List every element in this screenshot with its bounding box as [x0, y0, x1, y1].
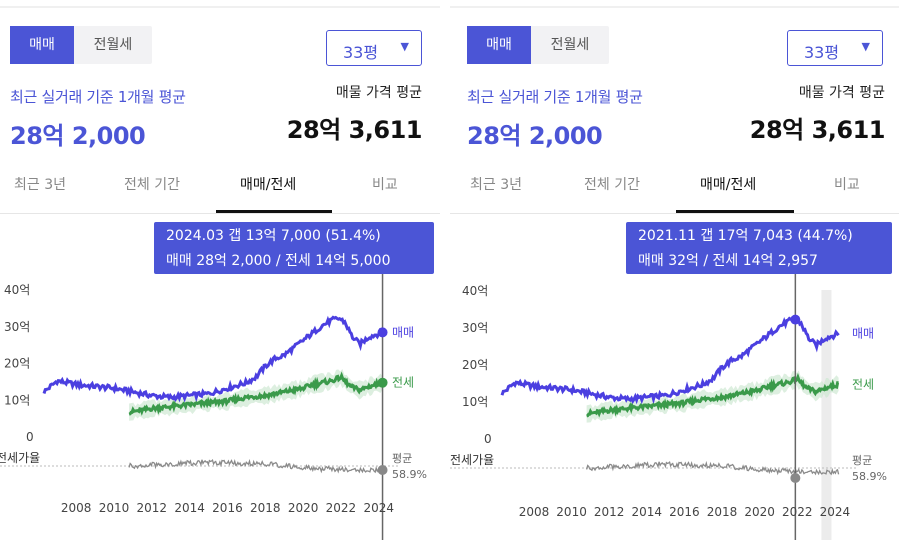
- rent-series-line: [128, 371, 384, 416]
- sale-marker-dot: [377, 327, 388, 338]
- rent-series-label: 전세: [852, 377, 874, 391]
- asking-price-label: 매물 가격 평균: [798, 85, 885, 101]
- y-tick-label: 20억: [4, 357, 30, 371]
- summary-price: 28억 2,000: [467, 122, 603, 150]
- ratio-average-label: 평균: [392, 452, 412, 465]
- range-highlight: [821, 290, 832, 540]
- chevron-down-icon: ▼: [400, 40, 409, 53]
- tab-all-period[interactable]: 전체 기간: [584, 177, 640, 193]
- tab-sale-rent[interactable]: 매매/전세: [240, 177, 297, 193]
- y-tick-label: 10억: [462, 395, 488, 409]
- summary-label: 최근 실거래 기준 1개월 평균: [10, 88, 186, 106]
- rent-range-band: [586, 370, 839, 423]
- asking-price-label: 매물 가격 평균: [335, 85, 422, 101]
- area-select-value: 33평: [343, 43, 379, 62]
- toggle-rent-button[interactable]: 전월세: [93, 37, 133, 53]
- x-tick-label: 2020: [744, 505, 775, 519]
- period-tabs: 최근 3년 전체 기간 매매/전세 비교: [450, 160, 899, 214]
- tab-compare[interactable]: 비교: [372, 177, 398, 193]
- sale-series-line: [500, 316, 840, 405]
- ratio-average-value: 58.9%: [852, 470, 887, 483]
- panel-divider: [440, 0, 450, 542]
- x-tick-label: 2016: [669, 505, 700, 519]
- sale-series-label: 매매: [392, 325, 414, 339]
- area-select-value: 33평: [804, 43, 840, 62]
- ratio-average-label: 평균: [852, 454, 872, 467]
- toggle-sale-button[interactable]: 매매: [10, 26, 74, 64]
- ratio-average-value: 58.9%: [392, 468, 427, 481]
- rent-range-band: [129, 369, 383, 421]
- trade-type-toggle: 매매 전월세: [467, 26, 609, 64]
- ratio-label: 전세가율: [0, 451, 40, 465]
- x-tick-label: 2012: [137, 501, 168, 515]
- x-tick-label: 2016: [212, 501, 243, 515]
- chart-tooltip: 2021.11 갭 17억 7,043 (44.7%) 매매 32억 / 전세 …: [626, 222, 892, 274]
- price-panel-left: 매매 전월세 33평 ▼ 최근 실거래 기준 1개월 평균 28억 2,000 …: [0, 0, 440, 542]
- y-tick-label: 30억: [4, 320, 30, 334]
- y-tick-label: 0: [484, 432, 492, 446]
- area-select[interactable]: 33평 ▼: [326, 30, 422, 66]
- x-tick-label: 2010: [99, 501, 130, 515]
- asking-price-value: 28억 3,611: [749, 116, 886, 144]
- top-border: [0, 6, 440, 8]
- y-tick-label: 40억: [4, 283, 30, 297]
- sale-marker-dot: [790, 314, 801, 325]
- x-tick-label: 2010: [556, 505, 587, 519]
- x-tick-label: 2014: [174, 501, 205, 515]
- toggle-rent-button[interactable]: 전월세: [550, 37, 590, 53]
- y-tick-label: 30억: [462, 321, 488, 335]
- summary-label: 최근 실거래 기준 1개월 평균: [467, 88, 643, 106]
- tooltip-gap-line: 2024.03 갭 13억 7,000 (51.4%): [166, 228, 381, 244]
- rent-series-label: 전세: [392, 376, 414, 390]
- ratio-marker-dot: [377, 465, 388, 475]
- tooltip-gap-line: 2021.11 갭 17억 7,043 (44.7%): [638, 228, 853, 244]
- ratio-series-line: [585, 460, 840, 476]
- y-tick-label: 40억: [462, 284, 488, 298]
- toggle-sale-button[interactable]: 매매: [467, 26, 531, 64]
- x-tick-label: 2018: [707, 505, 738, 519]
- tooltip-price-line: 매매 28억 2,000 / 전세 14억 5,000: [166, 253, 391, 269]
- rent-marker-dot: [377, 377, 388, 388]
- y-tick-label: 20억: [462, 358, 488, 372]
- price-panel-right: 매매 전월세 33평 ▼ 최근 실거래 기준 1개월 평균 28억 2,000 …: [450, 0, 899, 542]
- tooltip-price-line: 매매 32억 / 전세 14억 2,957: [638, 253, 818, 269]
- trade-type-toggle: 매매 전월세: [10, 26, 152, 64]
- x-tick-label: 2024: [820, 505, 851, 519]
- rent-series-line: [586, 372, 840, 418]
- x-tick-label: 2012: [594, 505, 625, 519]
- tab-sale-rent[interactable]: 매매/전세: [700, 177, 757, 193]
- active-tab-indicator: [676, 210, 794, 213]
- active-tab-indicator: [216, 210, 332, 213]
- y-tick-label: 0: [26, 430, 34, 444]
- period-tabs: 최근 3년 전체 기간 매매/전세 비교: [0, 160, 440, 214]
- summary-price: 28억 2,000: [10, 122, 146, 150]
- x-tick-label: 2020: [288, 501, 319, 515]
- sale-series-line: [42, 315, 384, 403]
- asking-price-value: 28억 3,611: [286, 116, 423, 144]
- x-tick-label: 2008: [61, 501, 92, 515]
- ratio-label: 전세가율: [450, 453, 494, 467]
- x-tick-label: 2022: [326, 501, 357, 515]
- tab-recent-3y[interactable]: 최근 3년: [470, 177, 522, 193]
- tab-recent-3y[interactable]: 최근 3년: [14, 177, 66, 193]
- x-tick-label: 2024: [363, 501, 394, 515]
- chevron-down-icon: ▼: [861, 40, 870, 53]
- x-tick-label: 2014: [632, 505, 663, 519]
- area-select[interactable]: 33평 ▼: [787, 30, 883, 66]
- sale-series-label: 매매: [852, 327, 874, 341]
- chart-tooltip: 2024.03 갭 13억 7,000 (51.4%) 매매 28억 2,000…: [154, 222, 434, 274]
- tab-compare[interactable]: 비교: [834, 177, 860, 193]
- y-tick-label: 10억: [4, 393, 30, 407]
- ratio-series-line: [128, 458, 384, 474]
- ratio-marker-dot: [790, 473, 801, 483]
- x-tick-label: 2008: [519, 505, 550, 519]
- tab-all-period[interactable]: 전체 기간: [124, 177, 180, 193]
- x-tick-label: 2022: [782, 505, 813, 519]
- x-tick-label: 2018: [250, 501, 281, 515]
- top-border: [450, 6, 899, 8]
